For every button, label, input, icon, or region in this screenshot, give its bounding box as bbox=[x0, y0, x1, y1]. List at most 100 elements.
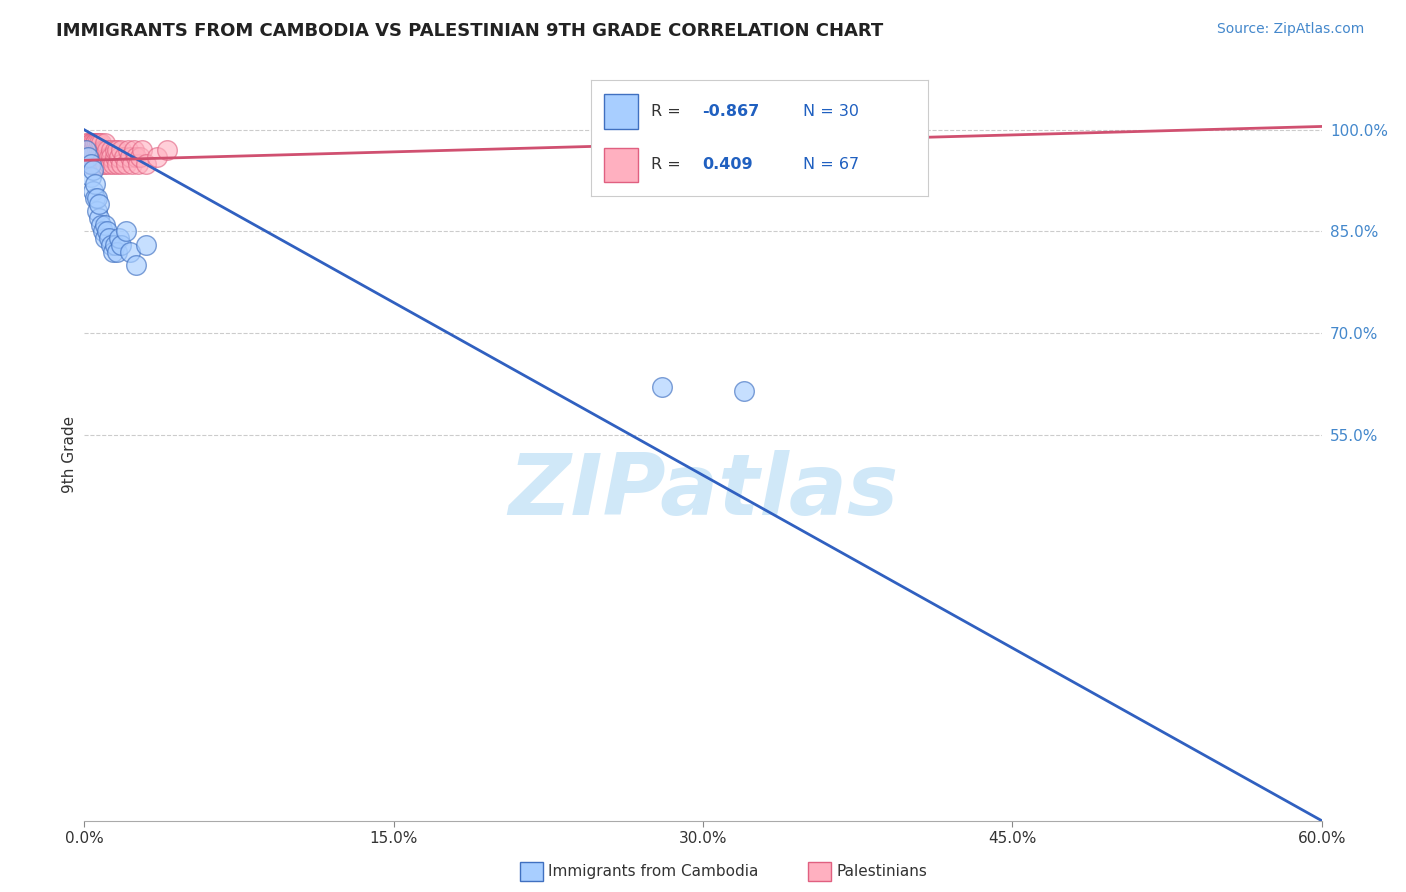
Point bbox=[91, 143, 114, 157]
Point bbox=[75, 150, 97, 164]
Point bbox=[75, 136, 97, 151]
Point bbox=[83, 190, 105, 204]
Point bbox=[122, 143, 145, 157]
Point bbox=[87, 143, 110, 157]
Point bbox=[79, 143, 101, 157]
Point bbox=[79, 157, 101, 171]
Point bbox=[129, 150, 152, 164]
Point bbox=[83, 136, 105, 151]
Point bbox=[105, 244, 128, 259]
Point bbox=[82, 143, 104, 157]
Point bbox=[90, 136, 112, 151]
Point bbox=[90, 143, 112, 157]
Point bbox=[82, 136, 104, 151]
Point bbox=[118, 150, 141, 164]
Point bbox=[86, 143, 108, 157]
Point bbox=[94, 218, 117, 232]
Bar bbox=[605, 95, 638, 129]
Point bbox=[105, 143, 128, 157]
Point bbox=[127, 157, 149, 171]
Text: N = 30: N = 30 bbox=[803, 104, 859, 120]
Point bbox=[83, 136, 105, 151]
Point bbox=[156, 143, 179, 157]
Point bbox=[110, 157, 132, 171]
Point bbox=[108, 231, 131, 245]
Point bbox=[651, 380, 673, 394]
Point bbox=[100, 150, 122, 164]
Point bbox=[90, 150, 112, 164]
Point bbox=[104, 143, 127, 157]
Point bbox=[117, 143, 139, 157]
Point bbox=[83, 150, 105, 164]
Y-axis label: 9th Grade: 9th Grade bbox=[62, 417, 77, 493]
Point bbox=[86, 190, 108, 204]
Point bbox=[96, 224, 118, 238]
Point bbox=[87, 211, 110, 225]
Point bbox=[87, 150, 110, 164]
Point bbox=[94, 136, 117, 151]
Point bbox=[103, 157, 125, 171]
Point bbox=[91, 157, 114, 171]
Text: 0.409: 0.409 bbox=[702, 157, 752, 172]
Point bbox=[82, 184, 104, 198]
Point bbox=[121, 157, 143, 171]
Point bbox=[108, 150, 131, 164]
Point bbox=[125, 150, 148, 164]
Point bbox=[733, 384, 755, 398]
Point bbox=[79, 136, 101, 151]
Point bbox=[112, 150, 135, 164]
Point bbox=[96, 150, 118, 164]
Point bbox=[98, 150, 121, 164]
Point bbox=[79, 170, 101, 185]
Point bbox=[110, 238, 132, 252]
Point bbox=[86, 136, 108, 151]
Bar bbox=[605, 147, 638, 182]
Point bbox=[77, 157, 100, 171]
Point bbox=[104, 238, 127, 252]
Point bbox=[82, 163, 104, 178]
Point bbox=[87, 157, 110, 171]
Text: R =: R = bbox=[651, 104, 686, 120]
Text: R =: R = bbox=[651, 157, 686, 172]
Point bbox=[91, 150, 114, 164]
Point bbox=[98, 231, 121, 245]
Point bbox=[114, 224, 136, 238]
Point bbox=[87, 136, 110, 151]
Point bbox=[114, 157, 136, 171]
Point bbox=[77, 150, 100, 164]
Point bbox=[75, 143, 97, 157]
Point bbox=[79, 150, 101, 164]
Text: Immigrants from Cambodia: Immigrants from Cambodia bbox=[548, 864, 759, 879]
Point bbox=[83, 177, 105, 191]
Point bbox=[98, 157, 121, 171]
Point bbox=[83, 157, 105, 171]
Point bbox=[77, 136, 100, 151]
Point bbox=[82, 143, 104, 157]
Point bbox=[103, 244, 125, 259]
Point bbox=[100, 143, 122, 157]
Text: Source: ZipAtlas.com: Source: ZipAtlas.com bbox=[1216, 22, 1364, 37]
Point bbox=[125, 258, 148, 272]
Point bbox=[90, 218, 112, 232]
Point bbox=[110, 143, 132, 157]
Point bbox=[94, 143, 117, 157]
Point bbox=[105, 157, 128, 171]
Point bbox=[135, 238, 157, 252]
Point bbox=[104, 150, 127, 164]
Point bbox=[86, 204, 108, 219]
Point bbox=[86, 150, 108, 164]
Point bbox=[79, 136, 101, 151]
Point bbox=[94, 157, 117, 171]
Point bbox=[91, 224, 114, 238]
Point bbox=[77, 150, 100, 164]
Point bbox=[135, 157, 157, 171]
Point bbox=[131, 143, 153, 157]
Point bbox=[77, 143, 100, 157]
Point bbox=[82, 157, 104, 171]
Text: -0.867: -0.867 bbox=[702, 104, 759, 120]
Text: N = 67: N = 67 bbox=[803, 157, 859, 172]
Text: IMMIGRANTS FROM CAMBODIA VS PALESTINIAN 9TH GRADE CORRELATION CHART: IMMIGRANTS FROM CAMBODIA VS PALESTINIAN … bbox=[56, 22, 883, 40]
Point bbox=[96, 143, 118, 157]
Point bbox=[75, 143, 97, 157]
Text: Palestinians: Palestinians bbox=[837, 864, 928, 879]
